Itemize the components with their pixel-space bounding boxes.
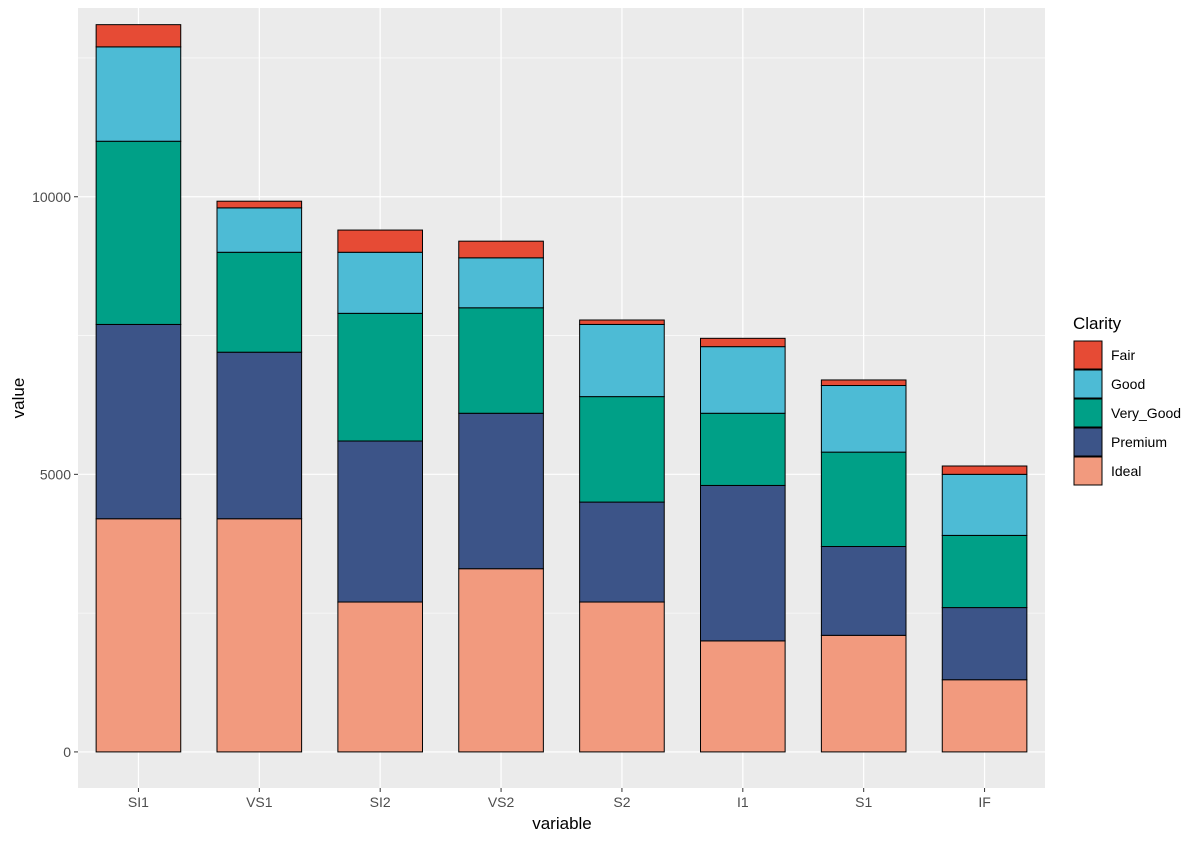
bar-segment-fair-if bbox=[941, 465, 1028, 475]
bar-segment-very-good-vs1 bbox=[216, 251, 303, 353]
bar-segment-fair-s2 bbox=[579, 319, 665, 325]
bar-segment-good-s2 bbox=[579, 323, 665, 398]
bar-segment-premium-if bbox=[941, 607, 1028, 681]
bar-segment-good-s1 bbox=[820, 385, 907, 453]
bar-segment-ideal-s2 bbox=[579, 601, 665, 753]
bar-segment-very-good-i1 bbox=[700, 412, 786, 486]
bar-segment-premium-vs1 bbox=[216, 351, 303, 520]
legend-key-premium bbox=[1073, 427, 1103, 457]
bar-segment-fair-si1 bbox=[95, 24, 182, 48]
bar-segment-ideal-si1 bbox=[95, 518, 182, 753]
legend-label-ideal: Ideal bbox=[1111, 463, 1141, 479]
x-tick-label: VS2 bbox=[488, 794, 515, 810]
bar-segment-very-good-if bbox=[941, 534, 1028, 609]
legend: Clarity Fair Good Very_Good Premium Ideal bbox=[1073, 314, 1181, 486]
legend-key-ideal bbox=[1073, 456, 1103, 486]
x-tick-label: VS1 bbox=[246, 794, 273, 810]
x-tick-label: S2 bbox=[613, 794, 630, 810]
x-tick-label: S1 bbox=[855, 794, 872, 810]
bar-segment-fair-vs1 bbox=[216, 200, 303, 209]
bar-segment-very-good-s1 bbox=[820, 451, 907, 548]
bar-segment-fair-s1 bbox=[820, 379, 907, 387]
bar-segment-premium-i1 bbox=[700, 484, 786, 642]
x-tick-label: I1 bbox=[737, 794, 749, 810]
legend-key-very-good bbox=[1073, 398, 1103, 428]
bar-segment-fair-si2 bbox=[337, 229, 423, 253]
bar-segment-good-if bbox=[941, 473, 1028, 536]
bar-segment-fair-i1 bbox=[700, 337, 786, 348]
y-axis: 0 5000 10000 bbox=[32, 189, 78, 760]
bar-segment-ideal-si2 bbox=[337, 601, 423, 753]
legend-title: Clarity bbox=[1073, 314, 1122, 333]
y-axis-title: value bbox=[9, 378, 28, 419]
x-axis-title: variable bbox=[532, 814, 592, 833]
bar-segment-ideal-if bbox=[941, 679, 1028, 753]
bar-segment-ideal-s1 bbox=[820, 634, 907, 753]
bar-segment-good-vs2 bbox=[458, 257, 544, 309]
legend-key-fair bbox=[1073, 340, 1103, 370]
legend-label-premium: Premium bbox=[1111, 434, 1167, 450]
bar-segment-good-si1 bbox=[95, 46, 182, 142]
bar-segment-ideal-i1 bbox=[700, 640, 786, 753]
legend-label-very-good: Very_Good bbox=[1111, 405, 1181, 421]
legend-label-fair: Fair bbox=[1111, 347, 1135, 363]
bar-segment-very-good-s2 bbox=[579, 396, 665, 503]
y-tick-label: 0 bbox=[63, 744, 71, 760]
bar-segment-very-good-vs2 bbox=[458, 307, 544, 414]
y-tick-label: 10000 bbox=[32, 189, 71, 205]
bar-segment-premium-si2 bbox=[337, 440, 423, 603]
bar-segment-very-good-si2 bbox=[337, 312, 423, 442]
bar-segment-very-good-si1 bbox=[95, 140, 182, 325]
x-tick-label: SI1 bbox=[128, 794, 149, 810]
bar-segment-ideal-vs1 bbox=[216, 518, 303, 753]
legend-label-good: Good bbox=[1111, 376, 1145, 392]
x-axis: SI1 VS1 SI2 VS2 S2 I1 S1 IF bbox=[128, 788, 991, 810]
legend-key-good bbox=[1073, 369, 1103, 399]
bar-segment-good-i1 bbox=[700, 346, 786, 414]
bars-group bbox=[95, 24, 1028, 753]
bar-segment-premium-s1 bbox=[820, 546, 907, 636]
y-tick-label: 5000 bbox=[40, 466, 71, 482]
bar-segment-good-si2 bbox=[337, 251, 423, 314]
bar-segment-premium-si1 bbox=[95, 323, 182, 520]
x-tick-label: IF bbox=[978, 794, 990, 810]
bar-segment-good-vs1 bbox=[216, 207, 303, 253]
bar-segment-ideal-vs2 bbox=[458, 568, 544, 753]
x-tick-label: SI2 bbox=[370, 794, 391, 810]
bar-segment-premium-vs2 bbox=[458, 412, 544, 570]
bar-segment-premium-s2 bbox=[579, 501, 665, 603]
bar-segment-fair-vs2 bbox=[458, 240, 544, 259]
